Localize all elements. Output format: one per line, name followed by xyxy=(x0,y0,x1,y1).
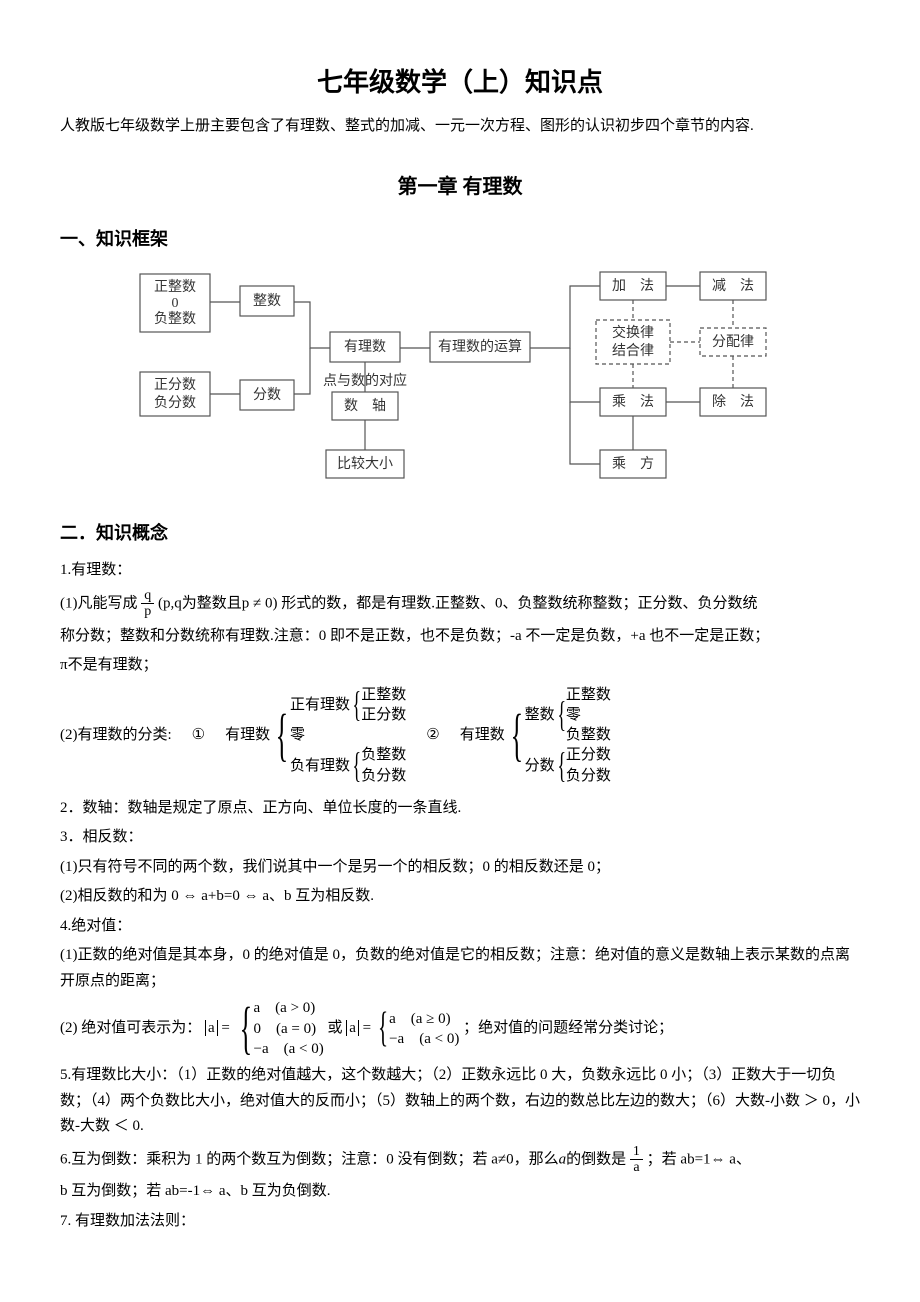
k1-1: (1)凡能写成 q p (p,q为整数且p ≠ 0) 形式的数，都是有理数.正整… xyxy=(60,588,860,620)
diag-b12b: 结合律 xyxy=(612,344,654,360)
diag-b11: 减 法 xyxy=(712,279,754,295)
k4-2: (2) 绝对值可表示为： a = { a (a > 0) 0 (a = 0) −… xyxy=(60,998,860,1059)
diag-b15: 除 法 xyxy=(712,395,754,411)
k6d: b 互为倒数；若 ab=-1⇔ a、b 互为负倒数. xyxy=(60,1179,860,1205)
k4-1: (1)正数的绝对值是其本身，0 的绝对值是 0，负数的绝对值是它的相反数；注意：… xyxy=(60,943,860,994)
k2: 2．数轴：数轴是规定了原点、正方向、单位长度的一条直线. xyxy=(60,796,860,822)
circ2: ② xyxy=(426,723,439,749)
diag-b6: 有理数的运算 xyxy=(438,340,522,356)
classification-row: (2)有理数的分类: ① 有理数 { 正有理数{ 正整数正分数 零 负有理数{ … xyxy=(60,685,860,786)
circ1: ① xyxy=(192,723,205,749)
k6: 6.互为倒数：乘积为 1 的两个数互为倒数；注意：0 没有倒数；若 a≠0，那么… xyxy=(60,1144,860,1176)
diag-b14: 乘 法 xyxy=(612,395,654,411)
diag-b3b: 负分数 xyxy=(154,396,196,412)
diag-b13: 分配律 xyxy=(712,335,754,351)
diag-b1c: 负整数 xyxy=(154,312,196,328)
diag-b16: 乘 方 xyxy=(612,457,654,473)
classification-1: 有理数 { 正有理数{ 正整数正分数 零 负有理数{ 负整数负分数 xyxy=(225,685,406,786)
diag-b1b: 0 xyxy=(172,297,179,312)
chapter-heading: 第一章 有理数 xyxy=(60,170,860,204)
diag-b3a: 正分数 xyxy=(154,378,196,394)
k1-2-label: (2)有理数的分类: xyxy=(60,723,172,749)
diag-b1a: 正整数 xyxy=(154,280,196,296)
diag-b12a: 交换律 xyxy=(612,325,654,342)
k4: 4.绝对值： xyxy=(60,914,860,940)
diag-b4: 分数 xyxy=(253,388,281,404)
knowledge-diagram: 正整数 0 负整数 整数 正分数 负分数 分数 有理数 有理数的运算 点与数的对… xyxy=(60,264,860,494)
page-title: 七年级数学（上）知识点 xyxy=(60,60,860,104)
section2-heading: 二．知识概念 xyxy=(60,518,860,549)
k7: 7. 有理数加法法则： xyxy=(60,1209,860,1235)
k1-1a: (1)凡能写成 xyxy=(60,595,141,611)
abs-def-1: { a (a > 0) 0 (a = 0) −a (a < 0) xyxy=(234,998,324,1059)
diag-b10: 加 法 xyxy=(612,279,654,295)
section1-heading: 一、知识框架 xyxy=(60,224,860,255)
frac-1a: 1 a xyxy=(630,1144,643,1176)
k3-2: (2)相反数的和为 0 ⇔ a+b=0 ⇔ a、b 互为相反数. xyxy=(60,884,860,910)
k1-1c: 称分数；整数和分数统称有理数.注意：0 即不是正数，也不是负数；-a 不一定是负… xyxy=(60,624,860,650)
diag-b5: 有理数 xyxy=(344,340,386,356)
abs-lhs: a xyxy=(205,1020,218,1036)
k3: 3．相反数： xyxy=(60,825,860,851)
k1-1d: π不是有理数； xyxy=(60,653,860,679)
diag-b9: 比较大小 xyxy=(337,457,393,473)
k5: 5.有理数比大小：（1）正数的绝对值越大，这个数越大；（2）正数永远比 0 大，… xyxy=(60,1063,860,1140)
classification-2: 有理数 { 整数{ 正整数零负整数 分数{ 正分数负分数 xyxy=(460,685,611,786)
k1-1b: (p,q为整数且p ≠ 0) 形式的数，都是有理数.正整数、0、负整数统称整数；… xyxy=(158,595,757,611)
frac-qp: q p xyxy=(141,588,154,620)
k3-1: (1)只有符号不同的两个数，我们说其中一个是另一个的相反数；0 的相反数还是 0… xyxy=(60,855,860,881)
diag-b2: 整数 xyxy=(253,294,281,310)
intro-text: 人教版七年级数学上册主要包含了有理数、整式的加减、一元一次方程、图形的认识初步四… xyxy=(60,114,860,140)
k1-title: 1.有理数： xyxy=(60,558,860,584)
diag-b8: 数 轴 xyxy=(344,399,386,415)
abs-def-2: { a (a ≥ 0) −a (a < 0) xyxy=(375,1009,459,1050)
